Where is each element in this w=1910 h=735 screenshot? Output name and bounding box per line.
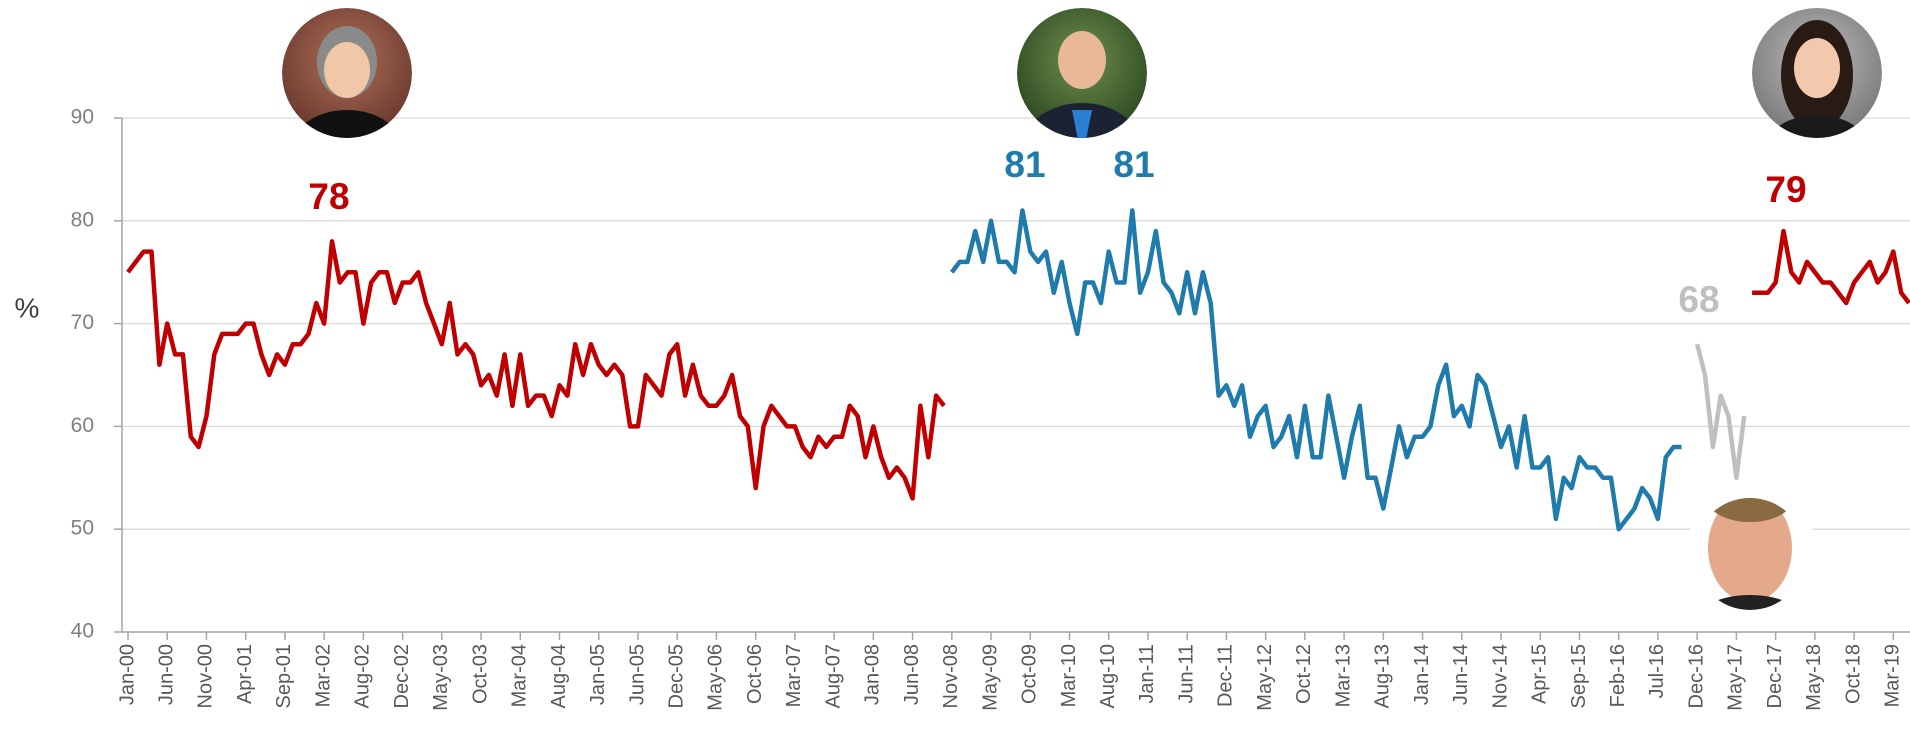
- face: [1058, 31, 1106, 89]
- x-tick-label: Mar-07: [783, 644, 805, 707]
- x-tick-label: Sep-15: [1568, 644, 1590, 709]
- series-line: [1752, 231, 1909, 303]
- portrait: [1752, 8, 1882, 185]
- x-tick-label: Nov-14: [1489, 644, 1511, 708]
- x-tick-label: Aug-07: [822, 644, 844, 709]
- x-axis-labels: Jan-00 Jun-00 Nov-00 Apr-01 Sep-01 Mar-02 Aug-…: [116, 632, 1903, 711]
- annotation: 81: [1113, 144, 1154, 185]
- x-tick-label: May-09: [979, 644, 1001, 711]
- x-tick-label: Mar-19: [1882, 644, 1904, 707]
- chart: % 40 50 60 70 80 90 Jan-00 Jun-00 Nov-00 Apr-01 S…: [0, 0, 1910, 735]
- series-line: [1697, 344, 1744, 478]
- series-line: [128, 241, 944, 498]
- face: [1794, 38, 1840, 98]
- x-tick-label: Mar-13: [1332, 644, 1354, 707]
- x-tick-label: Sep-01: [273, 644, 295, 709]
- y-tick-label: 70: [71, 311, 94, 334]
- x-tick-label: Oct-18: [1842, 644, 1864, 704]
- x-tick-label: Jan-05: [587, 644, 609, 705]
- annotation: 81: [1004, 144, 1045, 185]
- portrait: [282, 8, 412, 186]
- x-tick-label: Jan-11: [1136, 644, 1158, 704]
- y-tick-label: 80: [71, 208, 94, 231]
- series-line: [952, 211, 1682, 530]
- x-tick-label: May-18: [1803, 644, 1825, 711]
- x-tick-label: Mar-02: [312, 644, 334, 707]
- body: [292, 110, 402, 186]
- x-tick-label: Apr-15: [1529, 644, 1551, 704]
- lines: [128, 211, 1909, 530]
- x-tick-label: May-17: [1725, 644, 1747, 711]
- x-tick-label: Jun-14: [1450, 644, 1472, 705]
- x-tick-label: Mar-04: [509, 644, 531, 707]
- x-tick-label: Jan-00: [116, 644, 138, 705]
- x-tick-label: Aug-02: [352, 644, 374, 709]
- x-tick-label: Jun-08: [901, 644, 923, 705]
- x-tick-label: Jan-14: [1411, 644, 1433, 705]
- x-tick-label: Aug-13: [1372, 644, 1394, 709]
- x-tick-label: Nov-00: [195, 644, 217, 708]
- x-tick-label: Apr-01: [234, 644, 256, 704]
- x-tick-label: Oct-03: [469, 644, 491, 704]
- y-tick-label: 90: [71, 106, 94, 129]
- annotation: 79: [1765, 169, 1806, 210]
- x-tick-label: Oct-06: [744, 644, 766, 704]
- y-tick-label: 60: [71, 414, 94, 437]
- x-tick-label: Oct-12: [1293, 644, 1315, 704]
- x-tick-label: Dec-16: [1685, 644, 1707, 708]
- x-tick-label: Nov-08: [940, 644, 962, 708]
- x-tick-label: Dec-02: [391, 644, 413, 708]
- x-tick-label: Dec-11: [1215, 644, 1237, 707]
- x-tick-label: May-12: [1254, 644, 1276, 711]
- x-tick-label: Oct-09: [1019, 644, 1041, 704]
- x-tick-label: Mar-10: [1058, 644, 1080, 707]
- x-tick-label: Jun-05: [626, 644, 648, 705]
- x-tick-label: Jan-08: [862, 644, 884, 705]
- x-tick-label: May-03: [430, 644, 452, 711]
- face: [324, 42, 370, 98]
- y-axis-label: %: [15, 292, 40, 323]
- annotation: 68: [1678, 279, 1719, 320]
- x-tick-label: Jul-16: [1646, 644, 1668, 698]
- y-tick-label: 50: [71, 517, 94, 540]
- x-tick-label: Feb-16: [1607, 644, 1629, 707]
- x-tick-label: Aug-04: [548, 644, 570, 709]
- x-tick-label: Aug-10: [1097, 644, 1119, 709]
- x-tick-label: Jun-11: [1175, 644, 1197, 704]
- annotation: 78: [308, 176, 349, 217]
- x-tick-label: May-06: [705, 644, 727, 711]
- x-tick-label: Jun-00: [156, 644, 178, 705]
- x-tick-label: Dec-17: [1764, 644, 1786, 708]
- x-tick-label: Dec-05: [665, 644, 687, 708]
- y-tick-label: 40: [71, 620, 94, 643]
